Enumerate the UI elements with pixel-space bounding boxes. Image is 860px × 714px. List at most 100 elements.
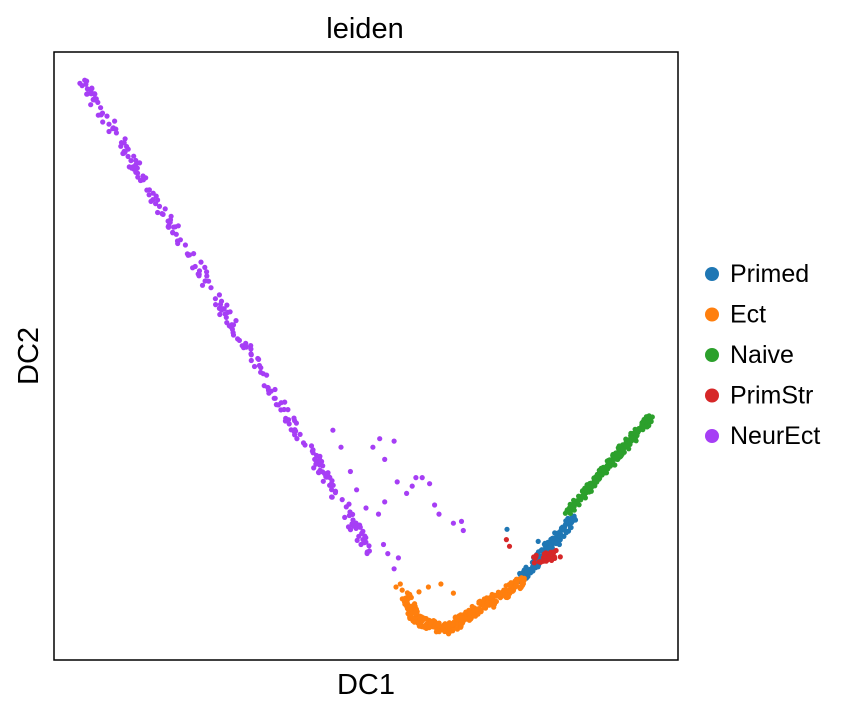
point-primstr	[541, 551, 548, 557]
point-neurect	[256, 356, 262, 362]
point-neurect	[377, 436, 383, 442]
legend-label-neurect: NeurEct	[730, 422, 820, 450]
point-neurect	[282, 399, 288, 405]
point-neurect	[177, 237, 183, 243]
point-neurect	[92, 91, 98, 97]
point-ect	[418, 622, 424, 628]
point-neurect	[248, 357, 254, 364]
point-naive	[630, 435, 636, 441]
point-primstr	[532, 555, 538, 561]
point-neurect	[330, 427, 336, 433]
point-ect	[518, 584, 524, 591]
point-neurect	[311, 465, 317, 471]
point-naive	[606, 457, 612, 463]
y-axis-label: DC2	[13, 327, 45, 385]
point-neurect	[196, 268, 203, 274]
point-neurect	[286, 421, 292, 427]
point-neurect	[167, 217, 174, 223]
point-neurect	[419, 475, 425, 481]
point-neurect	[230, 330, 236, 336]
point-neurect	[272, 386, 278, 393]
point-naive	[582, 485, 588, 491]
point-ect	[416, 589, 422, 595]
point-neurect	[460, 527, 466, 534]
x-axis-label: DC1	[337, 669, 395, 701]
point-ect	[432, 622, 438, 628]
point-neurect	[273, 402, 279, 408]
point-neurect	[395, 555, 401, 561]
point-neurect	[217, 311, 223, 318]
point-primstr	[551, 549, 557, 555]
point-neurect	[264, 372, 270, 378]
point-neurect	[347, 509, 353, 515]
point-primed	[550, 535, 556, 541]
point-ect	[478, 609, 484, 615]
point-neurect	[104, 113, 110, 119]
point-neurect	[233, 318, 239, 324]
point-neurect	[84, 86, 90, 92]
point-ect	[417, 615, 423, 621]
point-primed	[563, 530, 569, 536]
legend-marker-primstr	[705, 388, 719, 403]
point-primed	[567, 525, 574, 531]
points-layer	[77, 77, 655, 637]
point-ect	[412, 610, 418, 616]
point-neurect	[89, 85, 95, 91]
point-neurect	[409, 483, 415, 489]
point-ect	[484, 602, 490, 609]
point-ect	[433, 629, 439, 635]
point-neurect	[268, 388, 274, 394]
point-naive	[571, 501, 577, 507]
point-primed	[558, 532, 564, 538]
point-primstr	[503, 537, 509, 543]
point-neurect	[258, 365, 264, 371]
point-ect	[397, 581, 403, 587]
point-naive	[639, 423, 645, 429]
point-neurect	[239, 343, 245, 349]
point-primed	[530, 568, 536, 574]
point-neurect	[432, 502, 438, 508]
point-neurect	[293, 420, 299, 426]
point-ect	[410, 615, 416, 621]
point-ect	[401, 596, 407, 602]
point-neurect	[204, 269, 210, 275]
point-naive	[593, 478, 600, 485]
point-neurect	[413, 475, 419, 481]
point-neurect	[148, 198, 154, 204]
point-neurect	[382, 499, 388, 505]
point-ect	[428, 619, 434, 626]
point-neurect	[146, 192, 152, 198]
point-ect	[502, 592, 508, 598]
point-neurect	[458, 518, 465, 525]
point-ect	[508, 588, 514, 594]
point-neurect	[125, 146, 131, 152]
point-neurect	[308, 443, 315, 449]
legend-marker-primed	[705, 267, 719, 281]
point-naive	[623, 443, 629, 449]
point-neurect	[265, 385, 271, 391]
point-naive	[617, 451, 623, 457]
point-neurect	[224, 302, 230, 308]
point-neurect	[172, 224, 178, 230]
point-neurect	[366, 548, 372, 554]
point-neurect	[329, 487, 335, 493]
point-neurect	[317, 467, 323, 473]
point-naive	[571, 507, 577, 513]
point-neurect	[156, 203, 163, 209]
chart-title: leiden	[326, 13, 403, 45]
point-primstr	[552, 555, 558, 562]
point-neurect	[106, 121, 112, 127]
point-primed	[556, 541, 563, 548]
point-neurect	[121, 148, 127, 154]
point-neurect	[427, 481, 433, 487]
point-neurect	[363, 535, 369, 541]
point-naive	[623, 436, 629, 442]
point-neurect	[382, 456, 388, 462]
point-neurect	[88, 102, 94, 108]
point-neurect	[140, 173, 146, 179]
point-neurect	[133, 157, 139, 164]
point-neurect	[95, 112, 101, 118]
point-ect	[484, 595, 490, 601]
point-naive	[562, 510, 569, 516]
point-neurect	[216, 292, 222, 298]
